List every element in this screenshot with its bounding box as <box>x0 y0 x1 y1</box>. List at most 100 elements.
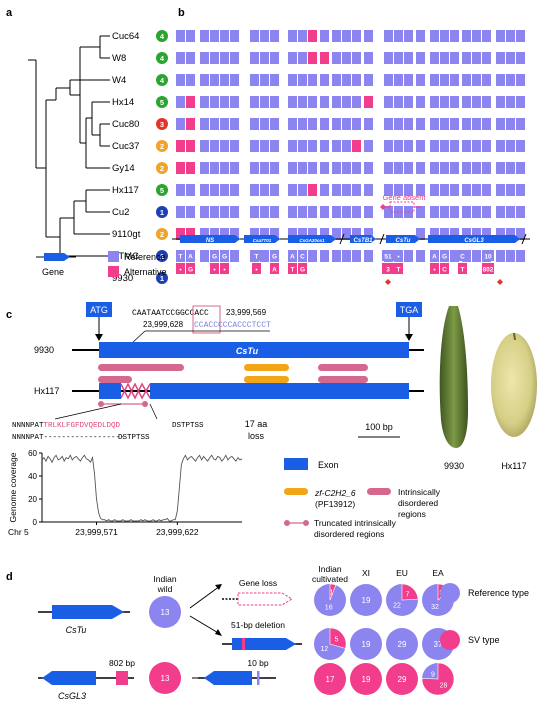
ref-cell <box>260 52 269 64</box>
gene-name: CsGL3 <box>464 238 484 244</box>
ref-cell <box>270 206 279 218</box>
ref-cell <box>384 140 393 152</box>
pie-del-1: 19 <box>350 628 382 660</box>
pie-count-sv: 7 <box>406 592 410 599</box>
alt-allele: T <box>397 267 401 274</box>
pie-slice-sv <box>386 663 418 695</box>
ref-cell <box>440 228 449 240</box>
panel-label-d: d <box>6 571 13 583</box>
ref-allele-box <box>482 250 494 261</box>
ref-cell <box>416 140 425 152</box>
ref-cell <box>298 52 307 64</box>
ref-cell <box>384 118 393 130</box>
ref-cell <box>404 74 413 86</box>
ref-cell <box>516 250 525 262</box>
ref-cell <box>288 228 297 240</box>
pie-del-2: 29 <box>386 628 418 660</box>
ref-cell <box>352 206 361 218</box>
accession-name: W4 <box>112 75 126 86</box>
pie-loss-2: 7 22 <box>386 583 419 616</box>
legend-alternative-label: Alternative <box>124 267 167 277</box>
ref-cell <box>176 184 185 196</box>
ref-allele: G <box>272 254 277 261</box>
sv-marker-diamond <box>497 279 503 285</box>
ref-allele-box <box>382 250 394 261</box>
gene-arrow-icon <box>288 235 336 243</box>
ref-cell <box>260 162 269 174</box>
ref-cell <box>404 250 413 262</box>
aa-alt-pre: NNNNPAT <box>12 434 44 442</box>
ref-cell <box>496 52 505 64</box>
ref-cell <box>462 184 471 196</box>
ref-cell <box>342 74 351 86</box>
gene-name: Csa7T01 <box>253 238 272 243</box>
ref-cell <box>332 250 341 262</box>
ref-cell <box>250 140 259 152</box>
atg-box <box>86 302 112 317</box>
ref-cell <box>260 184 269 196</box>
ref-cell <box>440 184 449 196</box>
panel-d-legend: Reference type SV type <box>440 583 529 650</box>
ref-allele: A <box>188 254 193 261</box>
ref-cell <box>308 250 317 262</box>
ref-cell <box>394 140 403 152</box>
alt-allele-box <box>176 263 185 274</box>
ref-cell <box>230 30 239 42</box>
indian-wild-label-1: Indian <box>153 574 176 584</box>
aa-alt-gap: ------------------ <box>44 434 125 442</box>
ref-cell <box>200 118 209 130</box>
ref-cell <box>496 74 505 86</box>
legend-idr-swatch <box>367 488 391 495</box>
ref-cell <box>472 118 481 130</box>
accession-name: 9110gt <box>112 229 141 240</box>
ref-cell <box>352 250 361 262</box>
ref-allele: G <box>212 254 217 261</box>
ref-cell <box>506 118 515 130</box>
group-badge: 1 <box>156 206 168 218</box>
ref-allele-box <box>440 250 449 261</box>
ref-cell <box>308 118 317 130</box>
ref-cell <box>250 30 259 42</box>
ref-cell <box>260 118 269 130</box>
ref-cell <box>200 140 209 152</box>
pie-slice-sv <box>314 663 346 695</box>
alt-cell <box>176 162 185 174</box>
ref-cell <box>230 206 239 218</box>
ref-cell <box>496 30 505 42</box>
ref-cell <box>450 96 459 108</box>
ref-cell <box>186 206 195 218</box>
alt-allele-box <box>270 263 279 274</box>
alt-allele-box <box>482 263 494 274</box>
alt-cell <box>308 184 317 196</box>
ref-allele-box <box>186 250 195 261</box>
pie-gl3-3: 28 9 <box>421 662 455 696</box>
ref-allele-box <box>430 250 439 261</box>
population-header: XI <box>362 568 370 578</box>
zoom-line <box>149 403 158 420</box>
loss-label-2: loss <box>248 431 265 441</box>
alt-allele: T <box>461 267 465 274</box>
ref-cell <box>516 162 525 174</box>
ref-allele: T <box>179 254 183 261</box>
ref-cell <box>230 162 239 174</box>
alt-allele: • <box>255 267 258 274</box>
alt-cell <box>308 52 317 64</box>
allele-matrix <box>176 30 525 262</box>
ref-cell <box>394 74 403 86</box>
bp10-label: 10 bp <box>247 658 269 668</box>
scale-label: 100 bp <box>365 422 393 432</box>
ref-cell <box>450 118 459 130</box>
gene-name: CsGA20ox1 <box>299 238 325 243</box>
ref-cell <box>342 250 351 262</box>
ref-cell <box>342 184 351 196</box>
gene-track: NS Csa7T01 CsGA20ox1 CsTB1 CsTu CsGL3 <box>172 233 530 245</box>
ref-cell <box>496 250 505 262</box>
alt-cell <box>308 30 317 42</box>
idr <box>98 364 184 371</box>
legend-sv-type-icon <box>440 630 460 650</box>
ref-cell <box>506 140 515 152</box>
ref-cell <box>482 30 491 42</box>
ref-cell <box>176 206 185 218</box>
pie-gl3-0: 17 <box>314 663 346 695</box>
ref-cell <box>364 52 373 64</box>
